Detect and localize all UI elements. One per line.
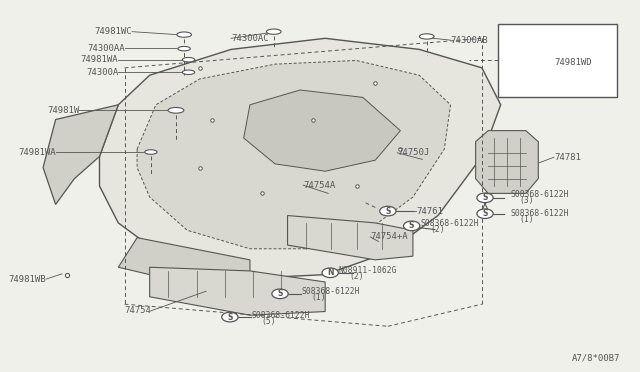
Text: 74300AC: 74300AC	[231, 34, 269, 43]
Text: S: S	[483, 209, 488, 218]
Text: 74761: 74761	[416, 206, 443, 216]
Text: S: S	[409, 221, 414, 230]
Circle shape	[221, 312, 238, 322]
Text: S08368-6122H: S08368-6122H	[420, 219, 479, 228]
Ellipse shape	[177, 32, 191, 37]
Circle shape	[322, 268, 339, 278]
Text: S: S	[385, 206, 390, 216]
Polygon shape	[150, 267, 325, 315]
Circle shape	[477, 193, 493, 203]
Text: S: S	[277, 289, 283, 298]
Text: 74781: 74781	[554, 153, 581, 162]
Polygon shape	[287, 215, 413, 260]
Text: 74981WA: 74981WA	[81, 55, 118, 64]
Ellipse shape	[419, 34, 434, 39]
Text: (2): (2)	[431, 225, 445, 234]
Polygon shape	[137, 61, 451, 249]
Text: 74300AA: 74300AA	[87, 44, 125, 53]
Ellipse shape	[178, 46, 190, 51]
Polygon shape	[476, 131, 538, 193]
Text: 74754: 74754	[124, 306, 151, 315]
Text: 74981W: 74981W	[47, 106, 79, 115]
Text: S08368-6122H: S08368-6122H	[510, 190, 568, 199]
Text: 74981WA: 74981WA	[18, 148, 56, 157]
Text: (3): (3)	[520, 196, 534, 205]
Ellipse shape	[525, 60, 540, 65]
Text: S08368-6122H: S08368-6122H	[252, 311, 310, 320]
Text: N08911-1062G: N08911-1062G	[339, 266, 397, 275]
Ellipse shape	[266, 29, 281, 34]
Text: 74981WD: 74981WD	[554, 58, 591, 67]
Text: 74981WC: 74981WC	[95, 27, 132, 36]
Polygon shape	[99, 38, 500, 278]
Circle shape	[477, 209, 493, 218]
Polygon shape	[43, 105, 118, 205]
Text: N: N	[327, 268, 333, 277]
Text: S08368-6122H: S08368-6122H	[510, 209, 568, 218]
Text: (2): (2)	[349, 272, 364, 281]
Text: S: S	[483, 193, 488, 202]
Text: S08368-6122H: S08368-6122H	[301, 288, 360, 296]
Text: (1): (1)	[312, 294, 326, 302]
Bar	[497, 23, 617, 97]
Circle shape	[380, 206, 396, 216]
Text: 74750J: 74750J	[397, 148, 429, 157]
Text: S: S	[227, 312, 232, 321]
Text: 74300AB: 74300AB	[451, 36, 488, 45]
Ellipse shape	[145, 150, 157, 154]
Ellipse shape	[182, 70, 195, 74]
Text: 74754+A: 74754+A	[371, 232, 408, 241]
Text: 74300A: 74300A	[86, 68, 118, 77]
Polygon shape	[118, 238, 250, 289]
Circle shape	[404, 221, 420, 231]
Text: A7/8*00B7: A7/8*00B7	[572, 353, 620, 362]
Ellipse shape	[168, 108, 184, 113]
Text: 74754A: 74754A	[303, 181, 335, 190]
Text: 74981WB: 74981WB	[8, 275, 46, 283]
Polygon shape	[244, 90, 401, 171]
Circle shape	[272, 289, 288, 299]
Text: (5): (5)	[261, 317, 276, 326]
Text: (1): (1)	[520, 215, 534, 224]
Ellipse shape	[182, 58, 195, 62]
